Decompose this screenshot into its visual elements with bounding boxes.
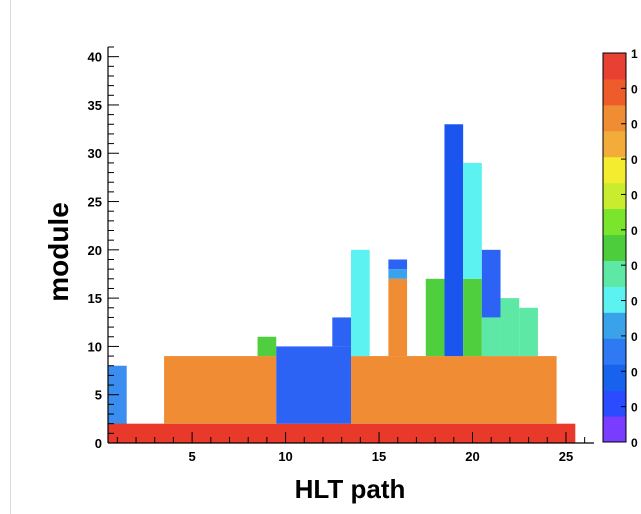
heatmap-cell-18 (519, 307, 538, 357)
palette-swatch (603, 416, 626, 443)
heatmap-cell-10 (388, 259, 408, 270)
y-tick-label: 10 (88, 339, 102, 354)
y-tick-label: 5 (95, 388, 102, 403)
heatmap-cell-13 (463, 278, 482, 357)
y-tick-label: 20 (88, 243, 102, 258)
y-tick-label: 35 (88, 98, 102, 113)
palette-swatch (603, 260, 626, 287)
palette-label: 0 (631, 153, 638, 167)
x-tick-label: 10 (278, 449, 292, 464)
heatmap-cell-8 (388, 278, 408, 357)
heatmap-cell-7 (351, 249, 370, 357)
heatmap-cell-3 (257, 336, 277, 357)
palette-label: 0 (631, 295, 638, 309)
palette-swatch (603, 182, 626, 210)
heatmap-cell-2 (164, 356, 277, 424)
palette-label: 0 (631, 224, 638, 238)
heatmap-cell-11 (425, 278, 445, 357)
heatmap-cell-1 (108, 423, 576, 443)
palette-label: 0 (631, 330, 638, 344)
palette-label: 0 (631, 259, 638, 273)
palette-label: 0 (631, 82, 638, 96)
x-tick-label: 5 (188, 449, 195, 464)
palette-swatch (603, 286, 626, 313)
x-tick-label: 25 (559, 449, 573, 464)
heatmap-cell-9 (388, 269, 408, 279)
palette-swatch (603, 312, 626, 339)
y-tick-label: 25 (88, 195, 102, 210)
heatmap-cell-4 (276, 346, 351, 424)
palette-label: 0 (631, 401, 638, 415)
palette-swatch (603, 364, 626, 391)
x-axis-title: HLT path (295, 474, 406, 504)
palette-label: 0 (631, 188, 638, 202)
palette-swatch (603, 78, 626, 106)
y-tick-label: 30 (88, 146, 102, 161)
y-tick-label: 40 (88, 50, 102, 65)
page-left-rule (10, 0, 11, 514)
x-tick-label: 15 (372, 449, 386, 464)
palette-label: 0 (631, 365, 638, 379)
palette-swatch (603, 53, 626, 80)
heatmap-cells (108, 124, 576, 443)
palette-swatch (603, 234, 626, 261)
palette-swatch (603, 208, 626, 236)
heatmap-cell-5 (332, 317, 351, 347)
palette-swatch (603, 338, 626, 365)
color-palette: 0 0 0 0 0 0 0 0 0 0 0 1 (602, 47, 638, 450)
palette-frame (602, 52, 627, 443)
palette-swatch (603, 390, 626, 417)
palette-swatch (603, 156, 626, 184)
heatmap-cell-16 (481, 249, 501, 318)
palette-label: 1 (631, 47, 638, 61)
heatmap-cell-17 (500, 298, 520, 357)
plot-axes (107, 47, 594, 444)
x-axis-ticks: 5 10 15 20 25 (116, 432, 586, 464)
palette-swatch (603, 130, 626, 158)
heatmap-cell-6 (351, 356, 557, 424)
y-axis-title: module (43, 202, 74, 302)
heatmap-cell-15 (481, 317, 501, 357)
y-tick-label: 0 (95, 436, 102, 451)
palette-label: 0 (631, 436, 638, 450)
heatmap-cell-14 (463, 162, 482, 279)
x-tick-label: 20 (465, 449, 479, 464)
palette-label: 0 (631, 118, 638, 132)
y-axis-ticks: 0 5 10 15 20 25 30 35 40 (88, 46, 119, 451)
y-tick-label: 15 (88, 291, 102, 306)
palette-swatch (603, 104, 626, 132)
heatmap-cell-12 (444, 124, 464, 357)
